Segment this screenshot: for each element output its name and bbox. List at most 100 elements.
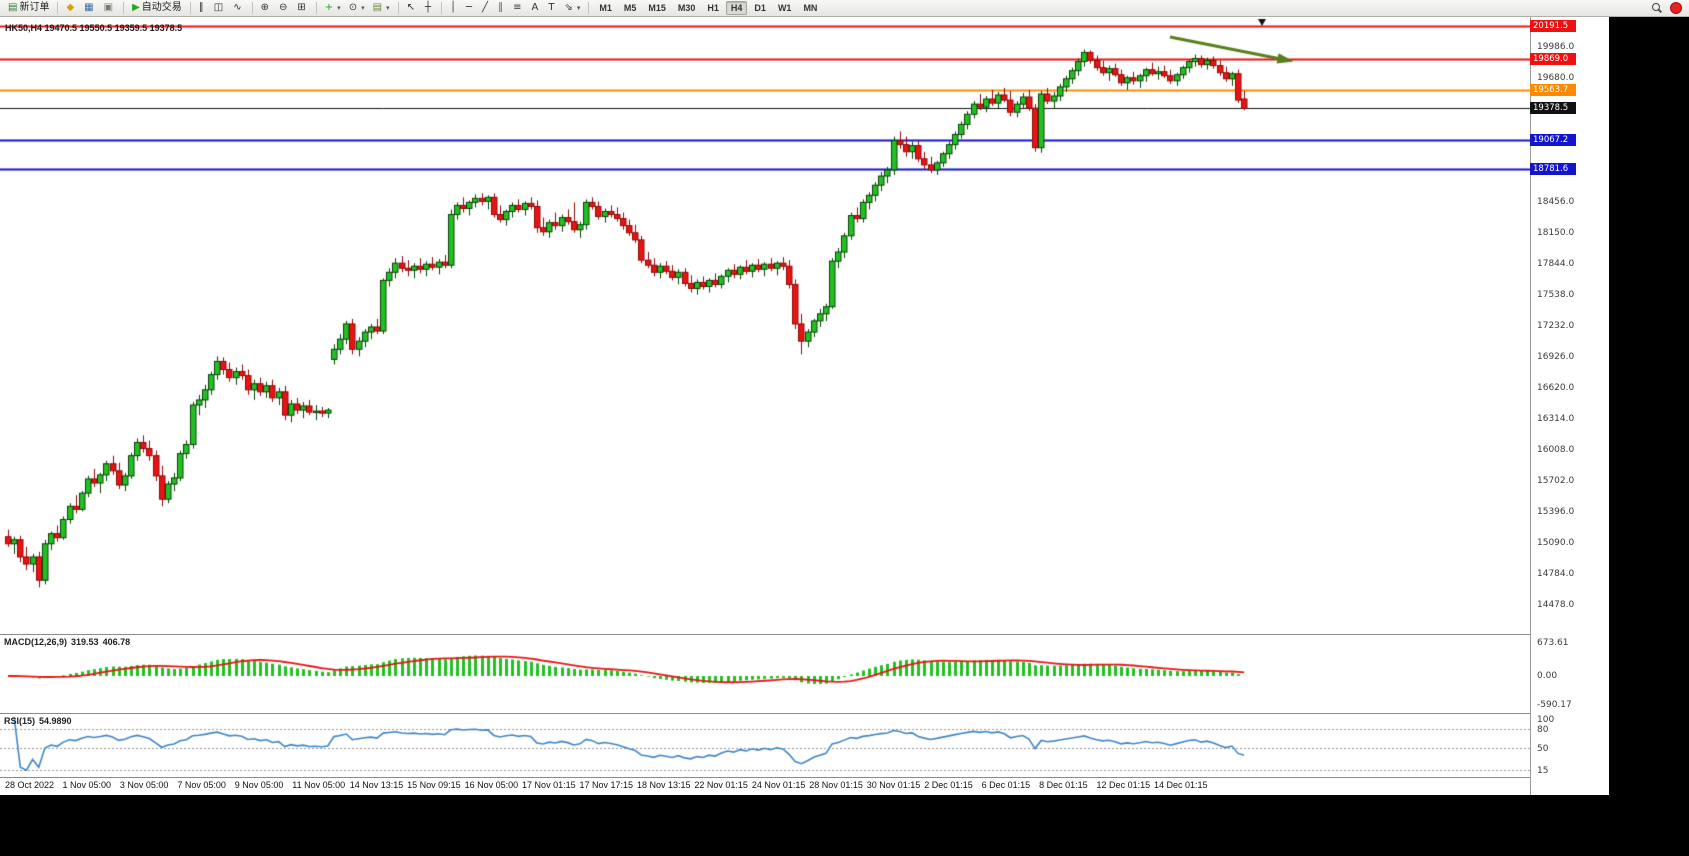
time-axis-label: 16 Nov 05:00	[464, 780, 519, 790]
label-button[interactable]: T	[544, 0, 560, 16]
price-chart-canvas[interactable]	[0, 17, 1530, 634]
timeframe-button-h1[interactable]: H1	[707, 3, 719, 13]
time-axis-label: 7 Nov 05:00	[177, 780, 226, 790]
toolbar-separator	[57, 2, 59, 14]
time-axis-label: 11 Nov 05:00	[292, 780, 346, 790]
periods-button[interactable]: ⊙ ▾	[345, 0, 369, 16]
time-axis-label: 12 Dec 01:15	[1096, 780, 1151, 790]
rsi-axis-label: 50	[1537, 744, 1549, 754]
rsi-axis-label: 15	[1537, 765, 1549, 776]
trendline-button[interactable]: ╱	[478, 0, 494, 16]
new-order-icon: ▤	[8, 2, 18, 13]
fibonacci-button[interactable]: ≡	[509, 0, 527, 16]
time-axis-label: 30 Nov 01:15	[866, 780, 921, 790]
horizontal-line-icon: ─	[466, 2, 473, 13]
price-axis-label: 16620.0	[1537, 382, 1575, 393]
arrows-shapes-button[interactable]: ⇘ ▾	[560, 0, 584, 16]
toolbar-separator	[588, 2, 590, 14]
time-axis-label: 18 Nov 13:15	[636, 780, 691, 790]
timeframe-button-m5[interactable]: M5	[623, 3, 637, 13]
rsi-name: RSI(15)	[4, 716, 36, 726]
chart-window: HK50,H4 19470.5 19550.5 19359.5 19378.5 …	[0, 17, 1609, 795]
indicators-icon: +	[324, 2, 334, 13]
panel-separator	[0, 777, 1608, 778]
macd-name: MACD(12,26,9)	[4, 637, 68, 647]
new-order-button-label: 新订单	[19, 2, 50, 13]
timeframe-button-h4[interactable]: H4	[725, 1, 748, 15]
price-axis-label: 17844.0	[1537, 258, 1575, 269]
text-icon: A	[531, 2, 539, 13]
rsi-panel-canvas[interactable]	[0, 714, 1530, 777]
tile-windows-button[interactable]: ⊞	[293, 0, 311, 16]
community-icon-button[interactable]: ◆	[62, 0, 80, 16]
timeframe-button-d1[interactable]: D1	[754, 3, 766, 13]
search-icon[interactable]	[1651, 2, 1663, 14]
indicators-button[interactable]: + ▾	[321, 0, 345, 16]
tile-windows-icon: ⊞	[297, 2, 306, 13]
time-axis-label: 15 Nov 09:15	[407, 780, 461, 790]
timeframe-button-m1[interactable]: M1	[599, 3, 612, 13]
equidistant-channel-button[interactable]: ∥	[494, 0, 509, 16]
macd-main-value: 319.53	[71, 637, 99, 647]
time-axis[interactable]: 28 Oct 2022 1 Nov 05:00 3 Nov 05:00 7 Nov 0…	[0, 778, 1530, 795]
zoom-out-icon: ⊖	[279, 2, 288, 13]
periods-icon: ⊙	[348, 2, 358, 13]
zoom-out-button[interactable]: ⊖	[275, 0, 293, 16]
vertical-line-button[interactable]: │	[446, 0, 462, 16]
toolbar-separator	[189, 2, 191, 14]
templates-button[interactable]: ▤ ▾	[369, 0, 394, 16]
autotrade-button[interactable]: ▶ 自动交易	[128, 0, 186, 16]
price-axis-label: 15702.0	[1537, 475, 1575, 486]
market-watch-button[interactable]: ▦	[80, 0, 99, 16]
price-axis-label: 17538.0	[1537, 289, 1575, 300]
dropdown-caret-icon: ▾	[576, 4, 581, 12]
toolbar-separator	[123, 2, 125, 14]
cursor-button[interactable]: ↖	[403, 0, 421, 16]
price-axis-label: 16314.0	[1537, 413, 1575, 424]
timeframe-button-w1[interactable]: W1	[777, 3, 792, 13]
time-axis-label: 8 Dec 01:15	[1039, 780, 1088, 790]
new-order-button[interactable]: ▤ 新订单	[4, 0, 53, 16]
price-axis-label: 14478.0	[1537, 599, 1575, 610]
horizontal-line-button[interactable]: ─	[462, 0, 478, 16]
panel-separator[interactable]	[0, 713, 1608, 714]
time-axis-label: 22 Nov 01:15	[694, 780, 748, 790]
price-axis[interactable]: 19986.019680.019374.019068.018762.018456…	[1530, 17, 1609, 795]
toolbar-separator	[397, 2, 399, 14]
line-chart-type-button[interactable]: ∿	[229, 0, 247, 16]
time-axis-label: 14 Nov 13:15	[349, 780, 404, 790]
fibonacci-icon: ≡	[513, 2, 522, 13]
bar-chart-type-button[interactable]: ∥	[195, 0, 210, 16]
crosshair-icon: ┼	[424, 2, 431, 13]
price-axis-label: 15396.0	[1537, 506, 1575, 517]
timeframe-button-mn[interactable]: MN	[803, 3, 818, 13]
text-button[interactable]: A	[527, 0, 544, 16]
data-window-button[interactable]: ▣	[100, 0, 119, 16]
time-axis-label: 3 Nov 05:00	[119, 780, 169, 790]
bar-chart-type-icon: ∥	[198, 2, 204, 13]
macd-indicator-label: MACD(12,26,9) 319.53 406.78	[4, 637, 134, 647]
vertical-line-icon: │	[449, 2, 457, 13]
price-axis-label: 18456.0	[1537, 196, 1575, 207]
dropdown-caret-icon: ▾	[337, 4, 341, 12]
time-axis-label: 28 Oct 2022	[5, 780, 55, 790]
community-icon-icon: ◆	[66, 2, 75, 13]
crosshair-button[interactable]: ┼	[421, 0, 437, 16]
time-axis-label: 2 Dec 01:15	[924, 780, 973, 790]
price-tag: 19869.0	[1530, 52, 1576, 65]
chart-symbol-ohlc: HK50,H4 19470.5 19550.5 19359.5 19378.5	[5, 23, 183, 33]
toolbar-right	[1651, 2, 1685, 14]
candlestick-type-button[interactable]: ◫	[210, 0, 229, 16]
zoom-in-icon: ⊕	[260, 2, 269, 13]
panel-separator[interactable]	[0, 634, 1608, 635]
timeframe-button-m15[interactable]: M15	[648, 3, 666, 13]
price-tag: 19563.7	[1530, 83, 1576, 96]
price-axis-label: 17232.0	[1537, 320, 1575, 331]
timeframe-button-m30[interactable]: M30	[677, 3, 696, 13]
time-axis-label: 9 Nov 05:00	[234, 780, 284, 790]
zoom-in-button[interactable]: ⊕	[257, 0, 275, 16]
notification-badge[interactable]	[1670, 2, 1682, 14]
trendline-icon: ╱	[482, 2, 489, 13]
macd-panel-canvas[interactable]	[0, 635, 1530, 713]
price-tag: 20191.5	[1530, 19, 1576, 32]
